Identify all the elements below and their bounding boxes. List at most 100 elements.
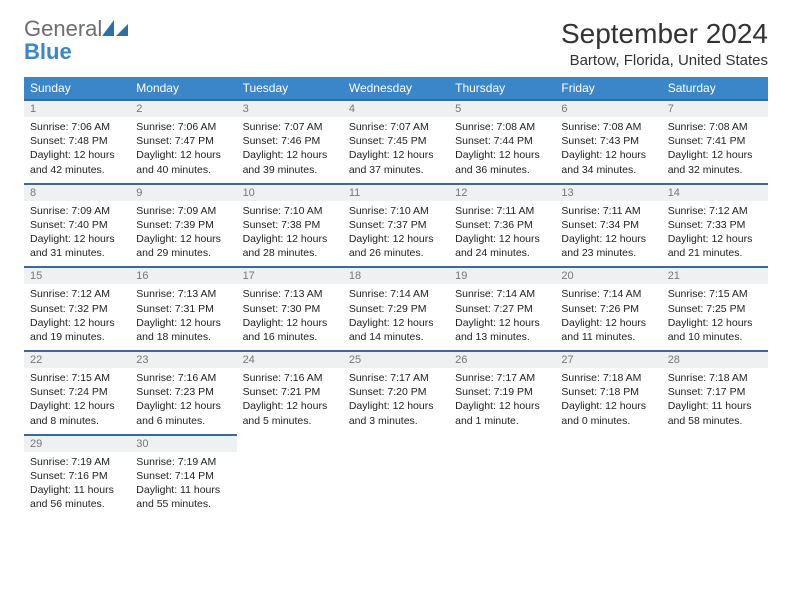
day-number: 18 xyxy=(343,267,449,284)
day-number: 8 xyxy=(24,184,130,201)
day-number: 13 xyxy=(555,184,661,201)
sunrise: Sunrise: 7:18 AM xyxy=(668,371,762,385)
daylight: Daylight: 12 hours and 39 minutes. xyxy=(243,148,337,176)
day-number: 10 xyxy=(237,184,343,201)
daylight: Daylight: 12 hours and 24 minutes. xyxy=(455,232,549,260)
sunrise: Sunrise: 7:08 AM xyxy=(455,120,549,134)
day-detail: Sunrise: 7:09 AMSunset: 7:39 PMDaylight:… xyxy=(130,201,236,268)
day-number: 4 xyxy=(343,100,449,117)
sunset: Sunset: 7:23 PM xyxy=(136,385,230,399)
day-detail: Sunrise: 7:18 AMSunset: 7:18 PMDaylight:… xyxy=(555,368,661,435)
daylight: Daylight: 12 hours and 31 minutes. xyxy=(30,232,124,260)
sunrise: Sunrise: 7:06 AM xyxy=(30,120,124,134)
day-detail: Sunrise: 7:18 AMSunset: 7:17 PMDaylight:… xyxy=(662,368,768,435)
header: General Blue September 2024 Bartow, Flor… xyxy=(24,18,768,69)
day-detail: Sunrise: 7:11 AMSunset: 7:36 PMDaylight:… xyxy=(449,201,555,268)
sunrise: Sunrise: 7:09 AM xyxy=(136,204,230,218)
sunrise: Sunrise: 7:14 AM xyxy=(561,287,655,301)
daylight: Daylight: 12 hours and 29 minutes. xyxy=(136,232,230,260)
day-detail: Sunrise: 7:09 AMSunset: 7:40 PMDaylight:… xyxy=(24,201,130,268)
daylight: Daylight: 12 hours and 23 minutes. xyxy=(561,232,655,260)
logo-word1: General xyxy=(24,16,102,41)
sunrise: Sunrise: 7:08 AM xyxy=(668,120,762,134)
day-detail: Sunrise: 7:17 AMSunset: 7:20 PMDaylight:… xyxy=(343,368,449,435)
sunset: Sunset: 7:45 PM xyxy=(349,134,443,148)
daylight: Daylight: 12 hours and 18 minutes. xyxy=(136,316,230,344)
sunset: Sunset: 7:32 PM xyxy=(30,302,124,316)
day-number xyxy=(555,435,661,452)
sunrise: Sunrise: 7:09 AM xyxy=(30,204,124,218)
day-detail: Sunrise: 7:16 AMSunset: 7:23 PMDaylight:… xyxy=(130,368,236,435)
sunset: Sunset: 7:29 PM xyxy=(349,302,443,316)
sunrise: Sunrise: 7:10 AM xyxy=(243,204,337,218)
sunrise: Sunrise: 7:06 AM xyxy=(136,120,230,134)
daylight: Daylight: 12 hours and 40 minutes. xyxy=(136,148,230,176)
sunrise: Sunrise: 7:19 AM xyxy=(30,455,124,469)
daylight: Daylight: 12 hours and 32 minutes. xyxy=(668,148,762,176)
sunset: Sunset: 7:37 PM xyxy=(349,218,443,232)
daylight: Daylight: 12 hours and 3 minutes. xyxy=(349,399,443,427)
sunrise: Sunrise: 7:16 AM xyxy=(136,371,230,385)
weekday-header: Tuesday xyxy=(237,77,343,100)
title-block: September 2024 Bartow, Florida, United S… xyxy=(561,18,768,69)
day-detail: Sunrise: 7:15 AMSunset: 7:24 PMDaylight:… xyxy=(24,368,130,435)
day-number: 3 xyxy=(237,100,343,117)
daylight: Daylight: 12 hours and 11 minutes. xyxy=(561,316,655,344)
detail-row: Sunrise: 7:19 AMSunset: 7:16 PMDaylight:… xyxy=(24,452,768,518)
day-detail xyxy=(449,452,555,518)
sunset: Sunset: 7:38 PM xyxy=(243,218,337,232)
weekday-header: Saturday xyxy=(662,77,768,100)
sunrise: Sunrise: 7:07 AM xyxy=(243,120,337,134)
sunset: Sunset: 7:14 PM xyxy=(136,469,230,483)
day-number: 1 xyxy=(24,100,130,117)
sunset: Sunset: 7:46 PM xyxy=(243,134,337,148)
daylight: Daylight: 12 hours and 14 minutes. xyxy=(349,316,443,344)
daylight: Daylight: 12 hours and 16 minutes. xyxy=(243,316,337,344)
sunrise: Sunrise: 7:13 AM xyxy=(243,287,337,301)
sunrise: Sunrise: 7:16 AM xyxy=(243,371,337,385)
day-detail: Sunrise: 7:16 AMSunset: 7:21 PMDaylight:… xyxy=(237,368,343,435)
day-detail: Sunrise: 7:08 AMSunset: 7:44 PMDaylight:… xyxy=(449,117,555,184)
sunset: Sunset: 7:30 PM xyxy=(243,302,337,316)
day-detail: Sunrise: 7:06 AMSunset: 7:48 PMDaylight:… xyxy=(24,117,130,184)
day-number xyxy=(662,435,768,452)
day-detail: Sunrise: 7:12 AMSunset: 7:33 PMDaylight:… xyxy=(662,201,768,268)
sunset: Sunset: 7:25 PM xyxy=(668,302,762,316)
sunset: Sunset: 7:19 PM xyxy=(455,385,549,399)
daynum-row: 22232425262728 xyxy=(24,351,768,368)
daylight: Daylight: 12 hours and 21 minutes. xyxy=(668,232,762,260)
day-detail: Sunrise: 7:07 AMSunset: 7:45 PMDaylight:… xyxy=(343,117,449,184)
sunset: Sunset: 7:44 PM xyxy=(455,134,549,148)
day-detail: Sunrise: 7:15 AMSunset: 7:25 PMDaylight:… xyxy=(662,284,768,351)
sunrise: Sunrise: 7:17 AM xyxy=(455,371,549,385)
day-detail: Sunrise: 7:14 AMSunset: 7:29 PMDaylight:… xyxy=(343,284,449,351)
day-detail: Sunrise: 7:10 AMSunset: 7:38 PMDaylight:… xyxy=(237,201,343,268)
sunrise: Sunrise: 7:12 AM xyxy=(668,204,762,218)
sunset: Sunset: 7:33 PM xyxy=(668,218,762,232)
day-detail: Sunrise: 7:14 AMSunset: 7:26 PMDaylight:… xyxy=(555,284,661,351)
daylight: Daylight: 12 hours and 6 minutes. xyxy=(136,399,230,427)
daylight: Daylight: 12 hours and 13 minutes. xyxy=(455,316,549,344)
day-number: 14 xyxy=(662,184,768,201)
daylight: Daylight: 11 hours and 58 minutes. xyxy=(668,399,762,427)
sunrise: Sunrise: 7:14 AM xyxy=(455,287,549,301)
daylight: Daylight: 12 hours and 42 minutes. xyxy=(30,148,124,176)
sunrise: Sunrise: 7:19 AM xyxy=(136,455,230,469)
day-detail: Sunrise: 7:06 AMSunset: 7:47 PMDaylight:… xyxy=(130,117,236,184)
sunrise: Sunrise: 7:07 AM xyxy=(349,120,443,134)
detail-row: Sunrise: 7:12 AMSunset: 7:32 PMDaylight:… xyxy=(24,284,768,351)
daynum-row: 1234567 xyxy=(24,100,768,117)
daylight: Daylight: 12 hours and 10 minutes. xyxy=(668,316,762,344)
day-detail xyxy=(343,452,449,518)
logo: General Blue xyxy=(24,18,128,63)
daylight: Daylight: 12 hours and 1 minute. xyxy=(455,399,549,427)
sunset: Sunset: 7:20 PM xyxy=(349,385,443,399)
weekday-header: Friday xyxy=(555,77,661,100)
sunrise: Sunrise: 7:10 AM xyxy=(349,204,443,218)
day-number xyxy=(449,435,555,452)
day-number: 24 xyxy=(237,351,343,368)
logo-sail-icon xyxy=(102,20,128,36)
sunset: Sunset: 7:40 PM xyxy=(30,218,124,232)
location: Bartow, Florida, United States xyxy=(561,52,768,69)
daylight: Daylight: 12 hours and 8 minutes. xyxy=(30,399,124,427)
